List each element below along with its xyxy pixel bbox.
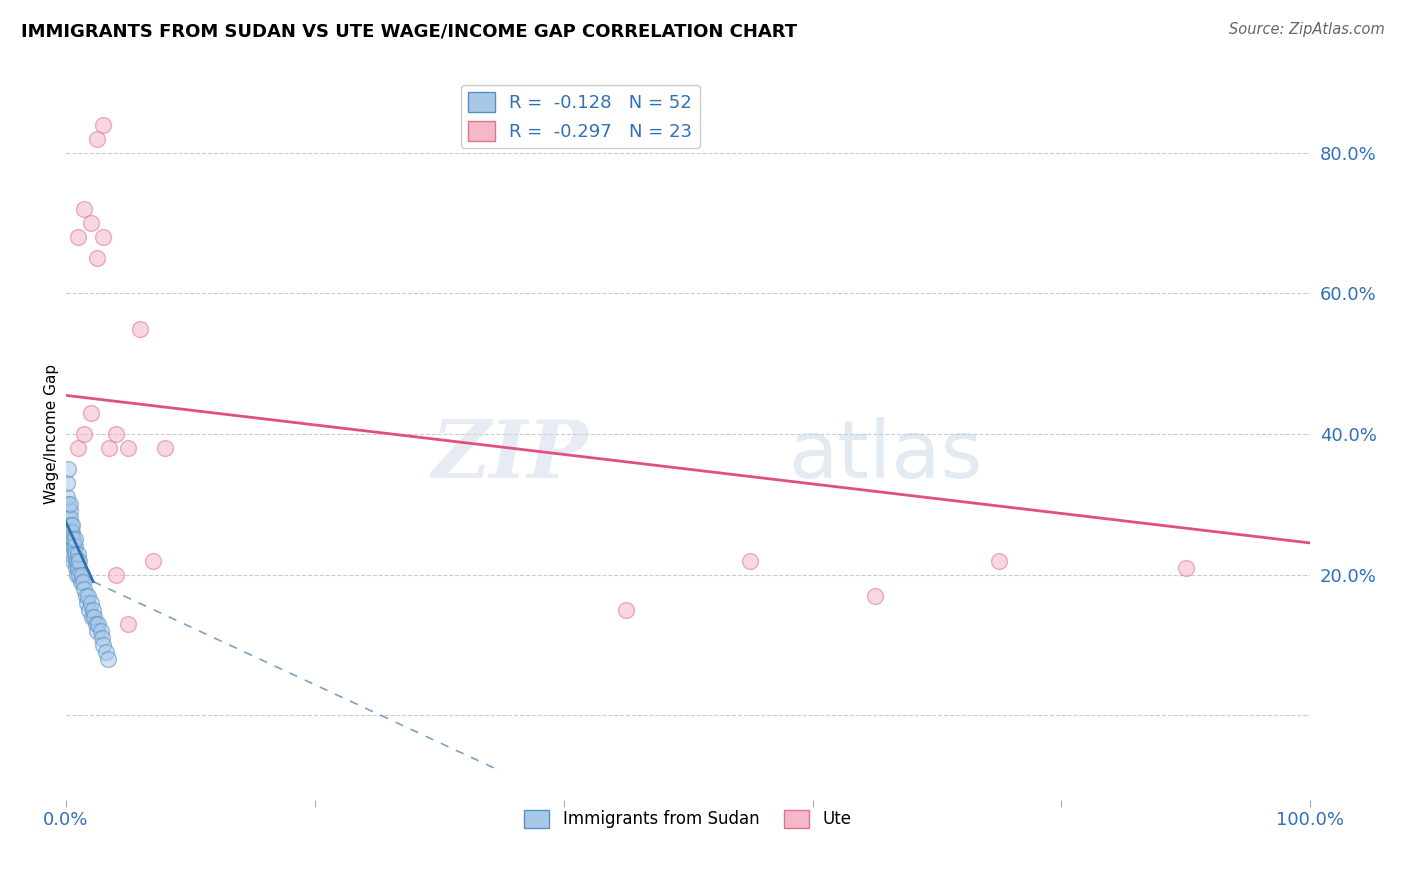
Point: [60, 518, 83, 533]
Legend: Immigrants from Sudan, Ute: Immigrants from Sudan, Ute: [517, 803, 859, 835]
Point: [58, 518, 80, 533]
Point: [56, 525, 79, 540]
Point: [90, 631, 112, 645]
Point: [72, 574, 94, 589]
Point: [80, 609, 103, 624]
Point: [58, 533, 80, 547]
Point: [86, 132, 108, 146]
Point: [65, 553, 87, 567]
Point: [80, 596, 103, 610]
Point: [62, 553, 84, 567]
Text: ZIP: ZIP: [432, 417, 589, 495]
Point: [129, 321, 152, 335]
Point: [84, 616, 107, 631]
Point: [63, 533, 86, 547]
Point: [73, 427, 96, 442]
Point: [66, 553, 89, 567]
Point: [82, 603, 104, 617]
Point: [56, 511, 79, 525]
Point: [614, 603, 637, 617]
Point: [56, 476, 79, 491]
Point: [86, 624, 108, 638]
Point: [67, 547, 90, 561]
Point: [104, 567, 127, 582]
Point: [69, 553, 91, 567]
Point: [104, 427, 127, 442]
Point: [59, 518, 82, 533]
Point: [59, 525, 82, 540]
Point: [66, 567, 89, 582]
Point: [94, 645, 117, 659]
Point: [80, 216, 103, 230]
Point: [77, 589, 100, 603]
Point: [59, 547, 82, 561]
Point: [97, 652, 120, 666]
Point: [58, 504, 80, 518]
Point: [863, 589, 886, 603]
Point: [1174, 560, 1197, 574]
Point: [67, 560, 90, 574]
Point: [80, 406, 103, 420]
Point: [76, 596, 98, 610]
Point: [56, 490, 79, 504]
Point: [69, 574, 91, 589]
Point: [91, 638, 114, 652]
Point: [142, 553, 165, 567]
Point: [58, 462, 80, 476]
Text: Source: ZipAtlas.com: Source: ZipAtlas.com: [1229, 22, 1385, 37]
Point: [98, 441, 121, 455]
Point: [62, 540, 84, 554]
Point: [73, 202, 96, 216]
Point: [75, 589, 97, 603]
Point: [155, 441, 177, 455]
Point: [60, 533, 83, 547]
Point: [63, 540, 86, 554]
Point: [73, 582, 96, 596]
Point: [91, 118, 114, 132]
Point: [91, 230, 114, 244]
Point: [67, 441, 90, 455]
Text: IMMIGRANTS FROM SUDAN VS UTE WAGE/INCOME GAP CORRELATION CHART: IMMIGRANTS FROM SUDAN VS UTE WAGE/INCOME…: [21, 22, 797, 40]
Point: [740, 553, 762, 567]
Point: [87, 616, 110, 631]
Point: [65, 560, 87, 574]
Point: [67, 230, 90, 244]
Point: [69, 567, 91, 582]
Text: atlas: atlas: [787, 417, 981, 495]
Point: [58, 511, 80, 525]
Point: [60, 525, 83, 540]
Y-axis label: Wage/Income Gap: Wage/Income Gap: [44, 364, 59, 504]
Point: [58, 497, 80, 511]
Point: [79, 603, 101, 617]
Point: [70, 567, 93, 582]
Point: [58, 497, 80, 511]
Point: [86, 252, 108, 266]
Point: [58, 540, 80, 554]
Point: [83, 609, 105, 624]
Point: [63, 547, 86, 561]
Point: [90, 624, 112, 638]
Point: [988, 553, 1011, 567]
Point: [62, 533, 84, 547]
Point: [117, 441, 139, 455]
Point: [117, 616, 139, 631]
